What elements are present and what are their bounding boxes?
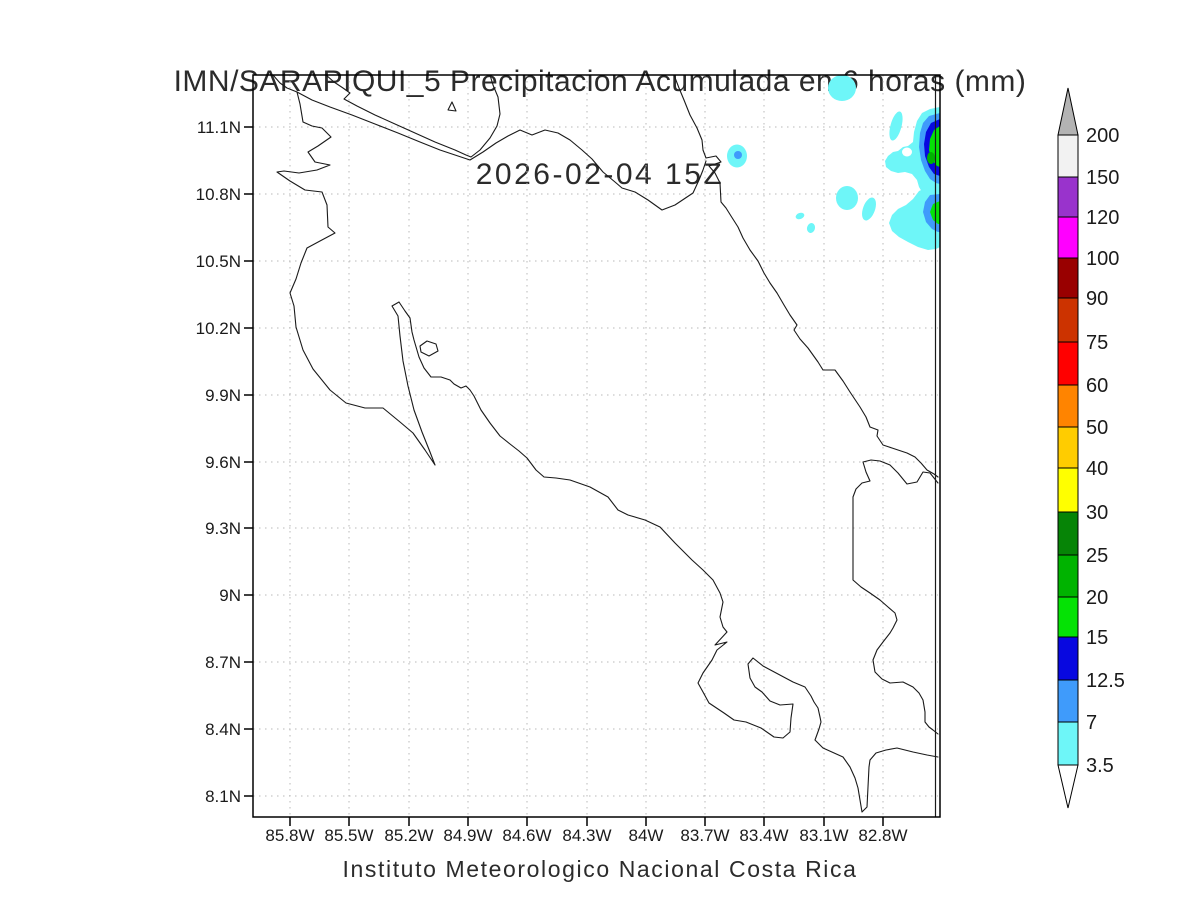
colorbar-band [1057,257,1079,299]
y-axis-label: 9.3N [205,519,241,538]
colorbar-label: 200 [1086,125,1119,147]
x-axis-label: 83.1W [799,826,848,845]
x-axis-label: 83.7W [680,826,729,845]
colorbar-band [1057,297,1079,343]
attribution-text: Instituto Meteorologico Nacional Costa R… [342,856,858,882]
colorbar-label: 120 [1086,207,1119,229]
plot-subtitle: 2026-02-04 15Z [475,158,725,191]
x-axis-label: 82.8W [858,826,907,845]
y-axis-label: 8.1N [205,787,241,806]
colorbar-label: 15 [1086,627,1108,649]
colorbar-label: 25 [1086,545,1108,567]
colorbar-label: 7 [1086,712,1097,734]
x-tick-marks [289,817,884,826]
title-block: IMN/SARAPIQUI_5 Precipitacion Acumulada … [0,4,1200,252]
colorbar-label: 12.5 [1086,670,1125,692]
colorbar-label: 40 [1086,458,1108,480]
latitude-gridlines [253,126,938,797]
colorbar-label: 50 [1086,417,1108,439]
precip-isolated-core [734,151,742,159]
colorbar-band [1057,679,1079,723]
plot-border [252,74,941,818]
colorbar-band [1057,511,1079,556]
x-axis-label: 84.6W [502,826,551,845]
nicaragua-border-river [296,91,707,211]
precip-cell1-core [927,152,935,164]
y-axis-label: 8.7N [205,653,241,672]
lake-nicaragua-shore [325,75,501,158]
colorbar-label: 60 [1086,375,1108,397]
colorbar-arrow-top [1057,87,1079,136]
colorbar-band [1057,554,1079,598]
x-axis-label: 84W [629,826,664,845]
x-axis-label: 85.5W [324,826,373,845]
x-axis-label: 85.2W [384,826,433,845]
colorbar-band [1057,596,1079,638]
colorbar-band [1057,341,1079,386]
y-axis-label: 10.8N [196,185,241,204]
precip-patch-west [836,186,858,210]
colorbar-band [1057,636,1079,681]
colorbar: 200 150 120 100 90 75 60 50 40 30 25 20 … [1057,87,1125,809]
y-axis-label: 9N [219,586,241,605]
precip-speck2 [806,223,816,233]
y-axis-label: 9.6N [205,453,241,472]
colorbar-label: 75 [1086,332,1108,354]
colorbar-band [1057,426,1079,469]
plot-title: IMN/SARAPIQUI_5 Precipitacion Acumulada … [173,65,1027,98]
island-triangle [447,101,457,112]
colorbar-band [1057,384,1079,428]
colorbar-band [1057,176,1079,218]
colorbar-label: 3.5 [1086,755,1114,777]
precipitation-shading [727,75,940,250]
x-axis-labels: 85.8W 85.5W 85.2W 84.9W 84.6W 84.3W 84W … [265,826,907,845]
pacific-coastline [272,75,939,813]
colorbar-label: 20 [1086,587,1108,609]
precip-speck1 [795,212,805,220]
precip-cell1-hole [902,147,912,157]
precip-patch-streak2 [862,197,876,221]
precip-streak [889,111,903,141]
colorbar-triangle-bottom [1057,764,1079,809]
colorbar-label: 150 [1086,167,1119,189]
y-axis-label: 8.4N [205,720,241,739]
y-axis-label: 10.5N [196,252,241,271]
x-axis-label: 84.3W [562,826,611,845]
colorbar-band [1057,134,1079,178]
colorbar-band [1057,467,1079,513]
coastline-layer [272,75,939,813]
x-axis-label: 85.8W [265,826,314,845]
caribbean-coastline [673,75,939,478]
chira-island [419,340,439,357]
y-axis-labels: 11.1N 10.8N 10.5N 10.2N 9.9N 9.6N 9.3N 9… [196,118,241,806]
colorbar-label: 90 [1086,288,1108,310]
precip-cell-light-north [828,75,856,101]
x-axis-label: 84.9W [443,826,492,845]
bocas-lagoon-coast [852,459,939,735]
colorbar-label: 100 [1086,248,1119,270]
colorbar-label: 30 [1086,502,1108,524]
longitude-gridlines [289,75,884,817]
colorbar-band [1057,721,1079,766]
y-axis-label: 10.2N [196,319,241,338]
y-tick-marks [244,126,253,797]
y-axis-label: 9.9N [205,386,241,405]
x-axis-label: 83.4W [739,826,788,845]
y-axis-label: 11.1N [197,118,241,137]
colorbar-band [1057,216,1079,259]
